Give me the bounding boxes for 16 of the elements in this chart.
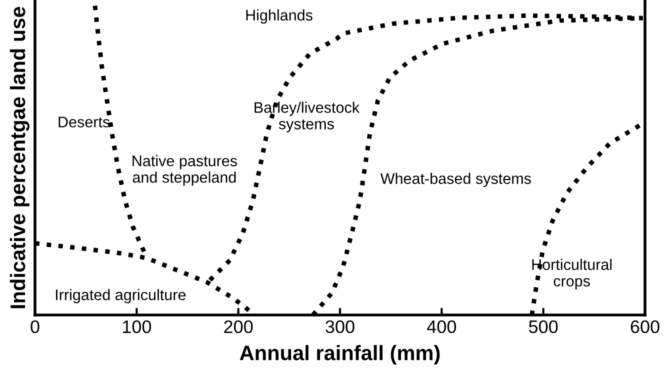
annotation: Horticultural crops (532, 258, 612, 290)
annotation: Wheat-based systems (380, 172, 531, 188)
x-tick-label: 0 (30, 320, 40, 334)
x-tick-label: 500 (528, 320, 558, 334)
x-tick-label: 300 (326, 320, 354, 334)
x-tick-label: 600 (630, 320, 660, 334)
x-axis-title: Annual rainfall (mm) (240, 345, 440, 364)
annotation: Highlands (246, 9, 312, 24)
annotation: Irrigated agriculture (56, 289, 186, 304)
annotation: Native pastures and steppeland (132, 155, 237, 186)
annotation: Barley/livestock systems (254, 102, 360, 132)
y-axis-title: Indicative percentgae land use (10, 6, 30, 308)
annotation: Deserts (58, 116, 110, 128)
x-tick-label: 200 (224, 320, 253, 334)
x-tick-label: 100 (122, 320, 152, 334)
x-tick-label: 400 (427, 320, 456, 334)
